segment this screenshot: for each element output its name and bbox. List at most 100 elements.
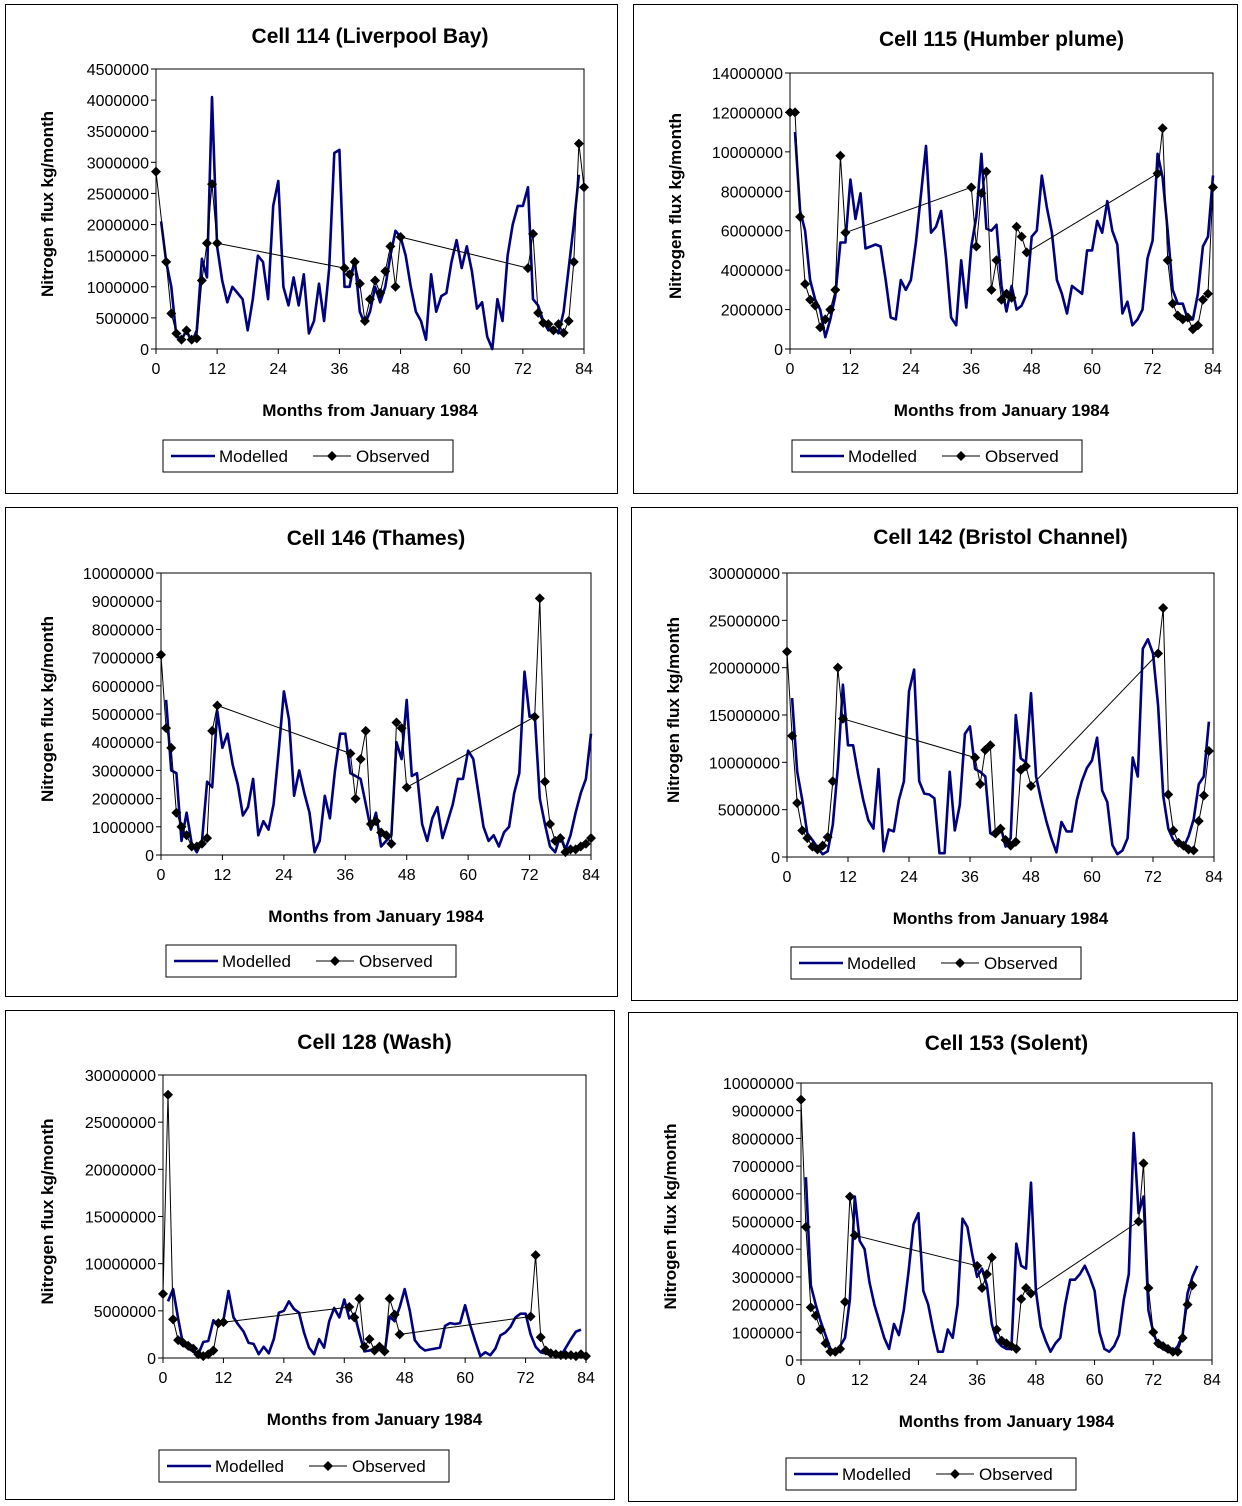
y-tick-label: 30000000 (85, 1068, 156, 1085)
observed-point (385, 241, 396, 252)
plot-area (789, 72, 1214, 350)
observed-point (835, 150, 846, 161)
observed-point (545, 818, 556, 829)
y-tick-label: 0 (140, 342, 149, 359)
y-tick-label: 10000000 (709, 755, 780, 772)
observed-point (208, 1345, 219, 1356)
observed-point (533, 307, 544, 318)
observed-point (1152, 168, 1163, 179)
y-tick-label: 6000000 (92, 679, 154, 696)
observed-point (381, 830, 392, 841)
observed-point (1138, 1158, 1149, 1169)
x-tick-label: 36 (335, 1370, 353, 1387)
observed-point (1015, 764, 1026, 775)
observed-point (401, 782, 412, 793)
observed-point (555, 833, 566, 844)
y-tick-label: 2000000 (87, 218, 149, 235)
chart-panel-142: Cell 142 (Bristol Channel) 0 5000000 100000… (631, 507, 1238, 1001)
x-tick-label: 84 (582, 867, 600, 884)
x-tick-label: 12 (214, 867, 232, 884)
observed-point (812, 844, 823, 855)
y-tick-label: 3000000 (87, 155, 149, 172)
observed-point (171, 807, 182, 818)
observed-point (1188, 845, 1199, 856)
observed-point (1153, 648, 1164, 659)
y-tick-label: 1500000 (87, 249, 149, 266)
observed-point (553, 319, 564, 330)
y-tick-label: 2000000 (92, 792, 154, 809)
legend-observed-label: Observed (984, 954, 1058, 973)
x-tick-label: 12 (839, 869, 857, 886)
observed-point (359, 316, 370, 326)
observed-point (380, 266, 391, 277)
observed-point (1025, 1288, 1036, 1299)
x-tick-label: 48 (1027, 1372, 1045, 1389)
observed-point (805, 294, 816, 305)
observed-point (181, 325, 192, 336)
legend-observed-label: Observed (356, 447, 430, 466)
x-tick-label: 72 (514, 361, 532, 378)
observed-point (525, 1311, 536, 1322)
y-tick-label: 0 (771, 850, 780, 867)
chart-svg: Cell 153 (Solent) 0 1000000 2000000 3000000 4… (661, 1032, 1221, 1491)
chart-panel-115: Cell 115 (Humber plume) 0 2000000 4000000 60… (633, 4, 1238, 494)
observed-point (1203, 745, 1214, 756)
observed-point (386, 838, 397, 849)
observed-point (563, 316, 574, 326)
observed-point (212, 238, 223, 249)
observed-point (183, 1340, 194, 1351)
y-tick-label: 14000000 (712, 66, 783, 83)
x-tick-label: 36 (968, 1372, 986, 1389)
observed-point (1010, 836, 1021, 847)
x-tick-label: 84 (575, 361, 593, 378)
x-tick-label: 0 (783, 869, 792, 886)
observed-point (1162, 1343, 1173, 1354)
x-tick-label: 84 (577, 1370, 595, 1387)
observed-point (349, 256, 360, 267)
observed-point (201, 238, 212, 249)
observed-point (396, 723, 407, 734)
y-tick-label: 1000000 (92, 820, 154, 837)
observed-point (849, 1230, 860, 1241)
observed-point (202, 833, 213, 844)
observed-point (1182, 312, 1193, 323)
observed-point (787, 730, 798, 741)
y-tick-label: 8000000 (92, 622, 154, 639)
chart-panel-146: Cell 146 (Thames) 0 1000000 2000000 3000000 4… (5, 507, 618, 997)
observed-point (986, 1252, 997, 1263)
chart-svg: Cell 114 (Liverpool Bay) 0 500000 1000000 15… (38, 25, 593, 473)
legend: Modelled Observed (162, 439, 454, 473)
y-tick-label: 5000000 (92, 707, 154, 724)
observed-point (365, 818, 376, 829)
y-tick-label: 7000000 (92, 651, 154, 668)
y-tick-label: 2000000 (732, 1298, 794, 1315)
x-axis-label: Months from January 1984 (267, 1410, 483, 1429)
observed-point (166, 308, 177, 319)
legend-observed-marker (323, 1461, 333, 1471)
modelled-series-line (804, 1131, 1199, 1354)
y-axis-label: Nitrogen flux kg/month (38, 616, 57, 802)
observed-point (1011, 1343, 1022, 1354)
x-tick-label: 48 (398, 867, 416, 884)
y-tick-label: 6000000 (732, 1187, 794, 1204)
x-tick-label: 24 (910, 1372, 928, 1389)
legend: Modelled Observed (785, 1457, 1077, 1491)
y-tick-label: 10000000 (712, 145, 783, 162)
legend-observed-marker (955, 958, 965, 968)
observed-point (540, 1345, 551, 1356)
observed-point (991, 1324, 1002, 1335)
y-tick-label: 3500000 (87, 124, 149, 141)
observed-point (810, 1310, 821, 1321)
x-tick-label: 60 (1083, 869, 1101, 886)
observed-point (1177, 1332, 1188, 1343)
observed-point (218, 1317, 229, 1328)
legend-observed-marker (327, 451, 337, 461)
observed-point (568, 256, 579, 267)
x-axis-label: Months from January 1984 (899, 1412, 1115, 1431)
observed-point (1021, 247, 1032, 258)
observed-point (196, 838, 207, 849)
observed-point (522, 263, 533, 274)
observed-point (360, 725, 371, 736)
observed-point (530, 1250, 541, 1261)
y-tick-label: 7000000 (732, 1159, 794, 1176)
